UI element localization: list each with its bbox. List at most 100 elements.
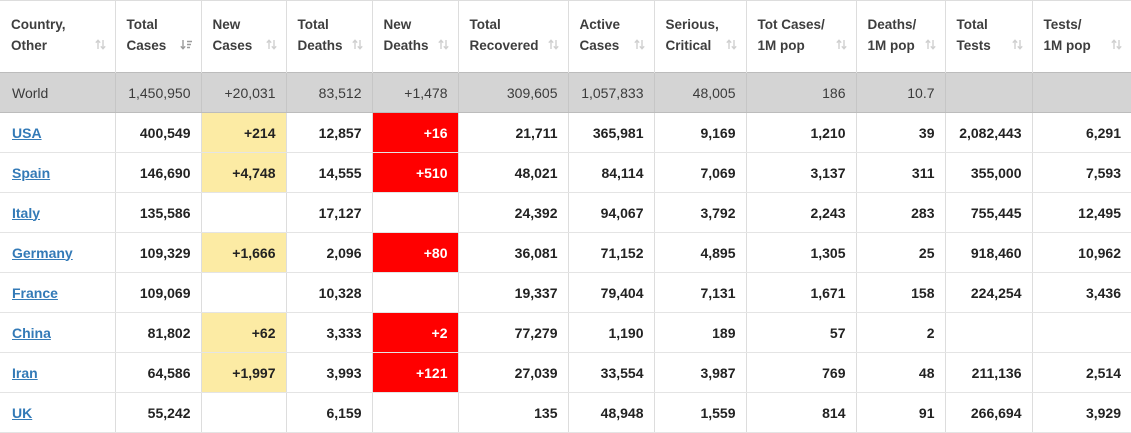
cell-total_recovered: 21,711 <box>457 112 568 153</box>
country-link-iran[interactable]: Iran <box>12 364 38 381</box>
cell-new_deaths <box>371 272 458 313</box>
column-header-total_recovered[interactable]: Total Recovered <box>457 0 568 73</box>
cell-total_cases: 81,802 <box>114 312 201 353</box>
table-row-iran: Iran 64,586 +1,997 3,993 +121 27,039 33,554 3,9… <box>0 352 1131 393</box>
cell-tests_per_1m: 3,436 <box>1031 272 1131 313</box>
column-header-new_cases[interactable]: New Cases <box>200 0 286 73</box>
cell-cases_per_1m: 186 <box>745 72 856 113</box>
table-row-italy: Italy 135,586 17,127 24,392 94,067 3,792 2,243… <box>0 192 1131 233</box>
cell-total_recovered: 19,337 <box>457 272 568 313</box>
cell-deaths_per_1m: 283 <box>855 192 945 233</box>
country-link-usa[interactable]: USA <box>12 124 42 141</box>
cell-total_recovered: 309,605 <box>457 72 568 113</box>
cell-new_cases: +214 <box>200 112 286 153</box>
cell-total_cases: 109,329 <box>114 232 201 273</box>
cell-cases_per_1m: 3,137 <box>745 152 856 193</box>
sort-both-icon <box>1011 38 1024 56</box>
cell-serious_critical: 48,005 <box>653 72 746 113</box>
cell-country: China <box>0 312 115 353</box>
cell-cases_per_1m: 57 <box>745 312 856 353</box>
cell-new_cases <box>200 192 286 233</box>
cell-deaths_per_1m: 39 <box>855 112 945 153</box>
cell-total_tests: 224,254 <box>944 272 1032 313</box>
sort-desc-icon <box>179 38 193 56</box>
cell-cases_per_1m: 769 <box>745 352 856 393</box>
column-label-serious_critical: Serious, Critical <box>665 16 719 53</box>
column-header-tests_per_1m[interactable]: Tests/ 1M pop <box>1031 0 1131 73</box>
cell-total_cases: 146,690 <box>114 152 201 193</box>
cell-new_deaths: +2 <box>371 312 458 353</box>
sort-both-icon <box>1110 38 1123 56</box>
cell-deaths_per_1m: 311 <box>855 152 945 193</box>
cell-new_deaths: +121 <box>371 352 458 393</box>
column-header-cases_per_1m[interactable]: Tot Cases/ 1M pop <box>745 0 856 73</box>
table-header-row: Country, Other Total Cases New Cases Total … <box>0 0 1131 73</box>
cell-total_deaths: 3,993 <box>285 352 372 393</box>
cell-tests_per_1m: 7,593 <box>1031 152 1131 193</box>
cell-country: France <box>0 272 115 313</box>
cell-deaths_per_1m: 48 <box>855 352 945 393</box>
column-header-total_deaths[interactable]: Total Deaths <box>285 0 372 73</box>
cell-total_cases: 109,069 <box>114 272 201 313</box>
cell-tests_per_1m: 12,495 <box>1031 192 1131 233</box>
cell-active_cases: 1,190 <box>567 312 654 353</box>
column-label-cases_per_1m: Tot Cases/ 1M pop <box>757 16 825 53</box>
cell-active_cases: 79,404 <box>567 272 654 313</box>
column-header-total_tests[interactable]: Total Tests <box>944 0 1032 73</box>
column-header-country[interactable]: Country, Other <box>0 0 115 73</box>
cell-deaths_per_1m: 25 <box>855 232 945 273</box>
country-link-china[interactable]: China <box>12 324 51 341</box>
column-label-country: Country, Other <box>11 16 66 53</box>
cell-total_deaths: 2,096 <box>285 232 372 273</box>
cell-active_cases: 365,981 <box>567 112 654 153</box>
column-header-active_cases[interactable]: Active Cases <box>567 0 654 73</box>
sort-both-icon <box>633 38 646 56</box>
world-label: World <box>12 84 49 101</box>
cell-serious_critical: 7,131 <box>653 272 746 313</box>
sort-both-icon <box>547 38 560 56</box>
column-header-deaths_per_1m[interactable]: Deaths/ 1M pop <box>855 0 945 73</box>
cell-tests_per_1m <box>1031 72 1131 113</box>
country-link-germany[interactable]: Germany <box>12 244 73 261</box>
cell-total_deaths: 83,512 <box>285 72 372 113</box>
table-row-france: France 109,069 10,328 19,337 79,404 7,131 1,67… <box>0 272 1131 313</box>
cell-total_tests: 918,460 <box>944 232 1032 273</box>
cell-total_cases: 64,586 <box>114 352 201 393</box>
cell-total_tests: 355,000 <box>944 152 1032 193</box>
cell-serious_critical: 3,792 <box>653 192 746 233</box>
table-row-usa: USA 400,549 +214 12,857 +16 21,711 365,981 9,16… <box>0 112 1131 153</box>
cell-country: Germany <box>0 232 115 273</box>
cell-new_cases: +62 <box>200 312 286 353</box>
column-header-total_cases[interactable]: Total Cases <box>114 0 201 73</box>
table-row-spain: Spain 146,690 +4,748 14,555 +510 48,021 84,114… <box>0 152 1131 193</box>
cell-total_cases: 400,549 <box>114 112 201 153</box>
cell-total_recovered: 24,392 <box>457 192 568 233</box>
cell-total_cases: 1,450,950 <box>114 72 201 113</box>
column-header-new_deaths[interactable]: New Deaths <box>371 0 458 73</box>
country-link-spain[interactable]: Spain <box>12 164 51 181</box>
column-header-serious_critical[interactable]: Serious, Critical <box>653 0 746 73</box>
cell-total_recovered: 77,279 <box>457 312 568 353</box>
cell-total_deaths: 12,857 <box>285 112 372 153</box>
sort-both-icon <box>265 38 278 56</box>
cell-tests_per_1m: 10,962 <box>1031 232 1131 273</box>
cell-total_deaths: 17,127 <box>285 192 372 233</box>
cell-deaths_per_1m: 2 <box>855 312 945 353</box>
cell-serious_critical: 189 <box>653 312 746 353</box>
cell-active_cases: 71,152 <box>567 232 654 273</box>
column-label-total_tests: Total Tests <box>956 16 991 53</box>
cell-active_cases: 94,067 <box>567 192 654 233</box>
column-label-total_deaths: Total Deaths <box>297 16 343 53</box>
column-label-new_cases: New Cases <box>212 16 253 53</box>
country-link-italy[interactable]: Italy <box>12 204 41 221</box>
column-label-new_deaths: New Deaths <box>383 16 429 53</box>
table-row-germany: Germany 109,329 +1,666 2,096 +80 36,081 71,152… <box>0 232 1131 273</box>
cell-deaths_per_1m: 10.7 <box>855 72 945 113</box>
cell-total_tests <box>944 312 1032 353</box>
sort-both-icon <box>924 38 937 56</box>
column-label-total_recovered: Total Recovered <box>469 16 539 53</box>
cell-new_deaths: +16 <box>371 112 458 153</box>
country-link-france[interactable]: France <box>12 284 58 301</box>
cell-serious_critical: 4,895 <box>653 232 746 273</box>
